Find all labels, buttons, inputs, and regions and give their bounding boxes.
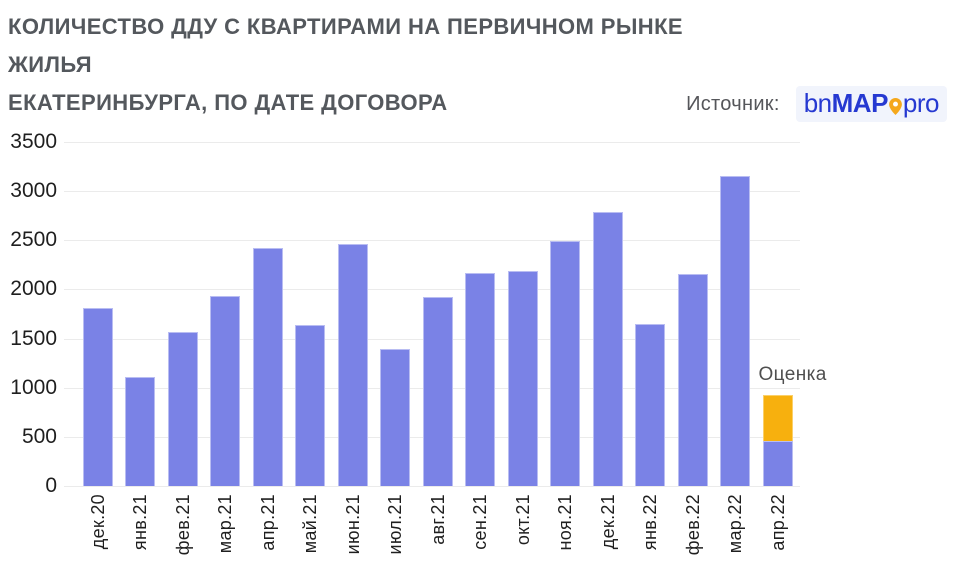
page-title: КОЛИЧЕСТВО ДДУ С КВАРТИРАМИ НА ПЕРВИЧНОМ… [8,8,768,122]
bar [125,376,155,486]
page-title-line1: КОЛИЧЕСТВО ДДУ С КВАРТИРАМИ НА ПЕРВИЧНОМ… [8,14,683,77]
gridline [64,240,800,242]
x-axis-label: июл.21 [385,494,405,555]
bar [252,248,283,486]
x-axis-label: апр.21 [257,494,278,551]
bar [167,331,198,486]
bar [337,244,368,486]
source-label: Источник: [686,92,780,115]
y-axis-label: 3000 [10,179,57,203]
bar [507,270,538,486]
y-axis-label: 500 [21,424,57,448]
bar [592,211,623,486]
x-axis-label: дек.20 [87,494,108,550]
bnmap-logo: bn MAP pro [795,86,947,122]
x-axis-label: окт.21 [512,494,533,546]
source-row: Источник: bn MAP pro [686,86,947,122]
bar [635,323,665,486]
bar [677,273,708,486]
y-axis-label: 2500 [10,228,57,252]
x-axis-label: май.21 [300,494,320,554]
x-axis-label: авг.21 [427,494,448,545]
y-axis-label: 1000 [10,375,57,399]
y-axis-label: 2000 [10,277,57,301]
gridline [64,142,800,143]
bar [550,241,580,486]
x-axis-label: мар.22 [725,494,745,554]
page-title-line2: ЕКАТЕРИНБУРГА, ПО ДАТЕ ДОГОВОРА [8,90,448,115]
logo-text-bn: bn [803,88,832,118]
bar [465,272,495,486]
bar [762,440,793,486]
bar [82,308,113,486]
x-axis-label: сен.21 [470,494,490,550]
y-axis-label: 1500 [10,326,57,350]
x-axis-label: фев.22 [682,494,703,556]
x-axis-label: янв.22 [640,494,660,551]
x-axis-label: янв.21 [130,494,150,551]
x-axis-label: ноя.21 [555,494,575,551]
y-axis-label: 0 [45,474,57,497]
y-axis-label: 3500 [10,130,57,153]
bar [210,296,240,486]
x-axis-label: апр.22 [767,494,788,551]
x-axis-label: дек.21 [597,494,618,550]
bar [422,297,453,486]
logo-text-pro: pro [902,88,940,118]
gridline [64,191,800,193]
estimate-bar-segment [762,394,793,441]
bar [380,349,410,486]
gridline [64,486,800,487]
x-axis-label: июн.21 [342,494,363,555]
x-axis-label: фев.21 [172,494,193,556]
x-axis-label: мар.21 [215,494,235,554]
logo-text-map: MAP [831,88,889,118]
estimate-label: Оценка [758,363,827,385]
bar [720,176,750,486]
gridline [64,289,800,291]
map-pin-icon [889,98,902,115]
bar [295,324,325,486]
